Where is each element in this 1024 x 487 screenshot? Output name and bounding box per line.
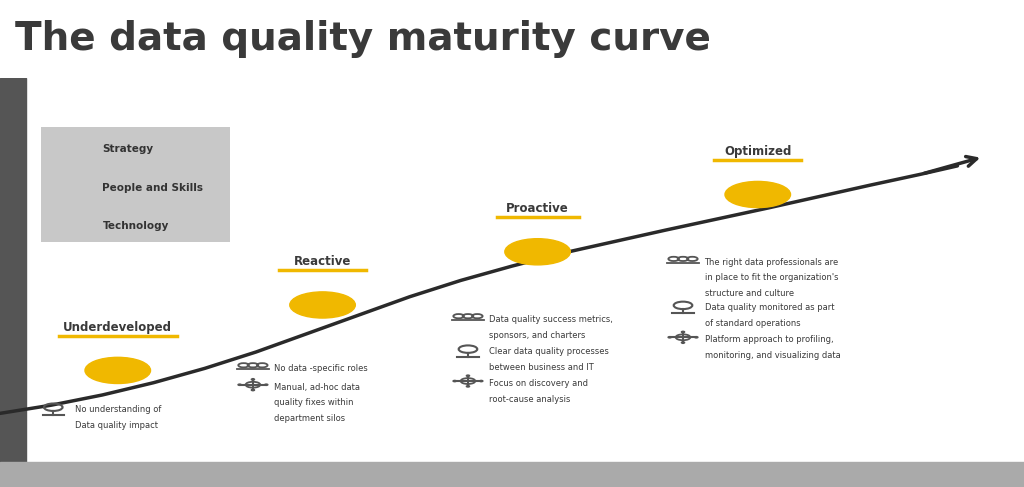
Text: sponsors, and charters: sponsors, and charters [489,331,586,340]
Circle shape [251,390,255,391]
Circle shape [85,357,151,383]
Text: Underdeveloped: Underdeveloped [63,320,172,334]
Circle shape [75,221,79,222]
Text: structure and culture: structure and culture [705,289,794,298]
Text: Clear data quality processes: Clear data quality processes [489,347,609,356]
Circle shape [505,239,570,265]
Circle shape [453,380,457,382]
Text: Manual, ad-hoc data: Manual, ad-hoc data [274,383,360,392]
Text: The right data professionals are: The right data professionals are [705,258,839,267]
Circle shape [479,380,483,382]
Circle shape [668,337,672,338]
Text: Data quality success metrics,: Data quality success metrics, [489,315,613,324]
Text: between business and IT: between business and IT [489,363,594,372]
Circle shape [694,337,698,338]
Bar [0,463,1024,487]
Circle shape [60,226,65,228]
Text: The data quality maturity curve: The data quality maturity curve [15,20,712,58]
Text: People and Skills: People and Skills [102,183,204,192]
Circle shape [75,232,79,234]
Circle shape [238,384,242,385]
Text: No understanding of: No understanding of [75,405,161,414]
Text: No data -specific roles: No data -specific roles [274,364,369,373]
Circle shape [681,342,685,343]
Text: Strategy: Strategy [102,144,154,154]
Text: department silos: department silos [274,414,345,423]
Circle shape [725,182,791,207]
Circle shape [466,386,470,387]
Text: of standard operations: of standard operations [705,319,800,328]
Text: Reactive: Reactive [294,255,351,268]
Text: Platform approach to profiling,: Platform approach to profiling, [705,335,834,344]
Circle shape [89,226,93,228]
Bar [0,78,26,487]
Text: Data quality impact: Data quality impact [75,421,158,430]
Circle shape [264,384,268,385]
Circle shape [466,375,470,376]
Circle shape [681,331,685,333]
Text: monitoring, and visualizing data: monitoring, and visualizing data [705,351,841,360]
FancyBboxPatch shape [41,127,230,242]
Text: Data quality monitored as part: Data quality monitored as part [705,303,834,312]
Circle shape [290,292,355,318]
Text: Technology: Technology [102,222,169,231]
Text: root-cause analysis: root-cause analysis [489,394,570,404]
Text: Optimized: Optimized [724,145,792,158]
Circle shape [251,379,255,380]
Text: quality fixes within: quality fixes within [274,398,354,407]
Text: Proactive: Proactive [506,202,569,215]
Text: in place to fit the organization's: in place to fit the organization's [705,274,838,282]
Text: Focus on discovery and: Focus on discovery and [489,379,589,388]
